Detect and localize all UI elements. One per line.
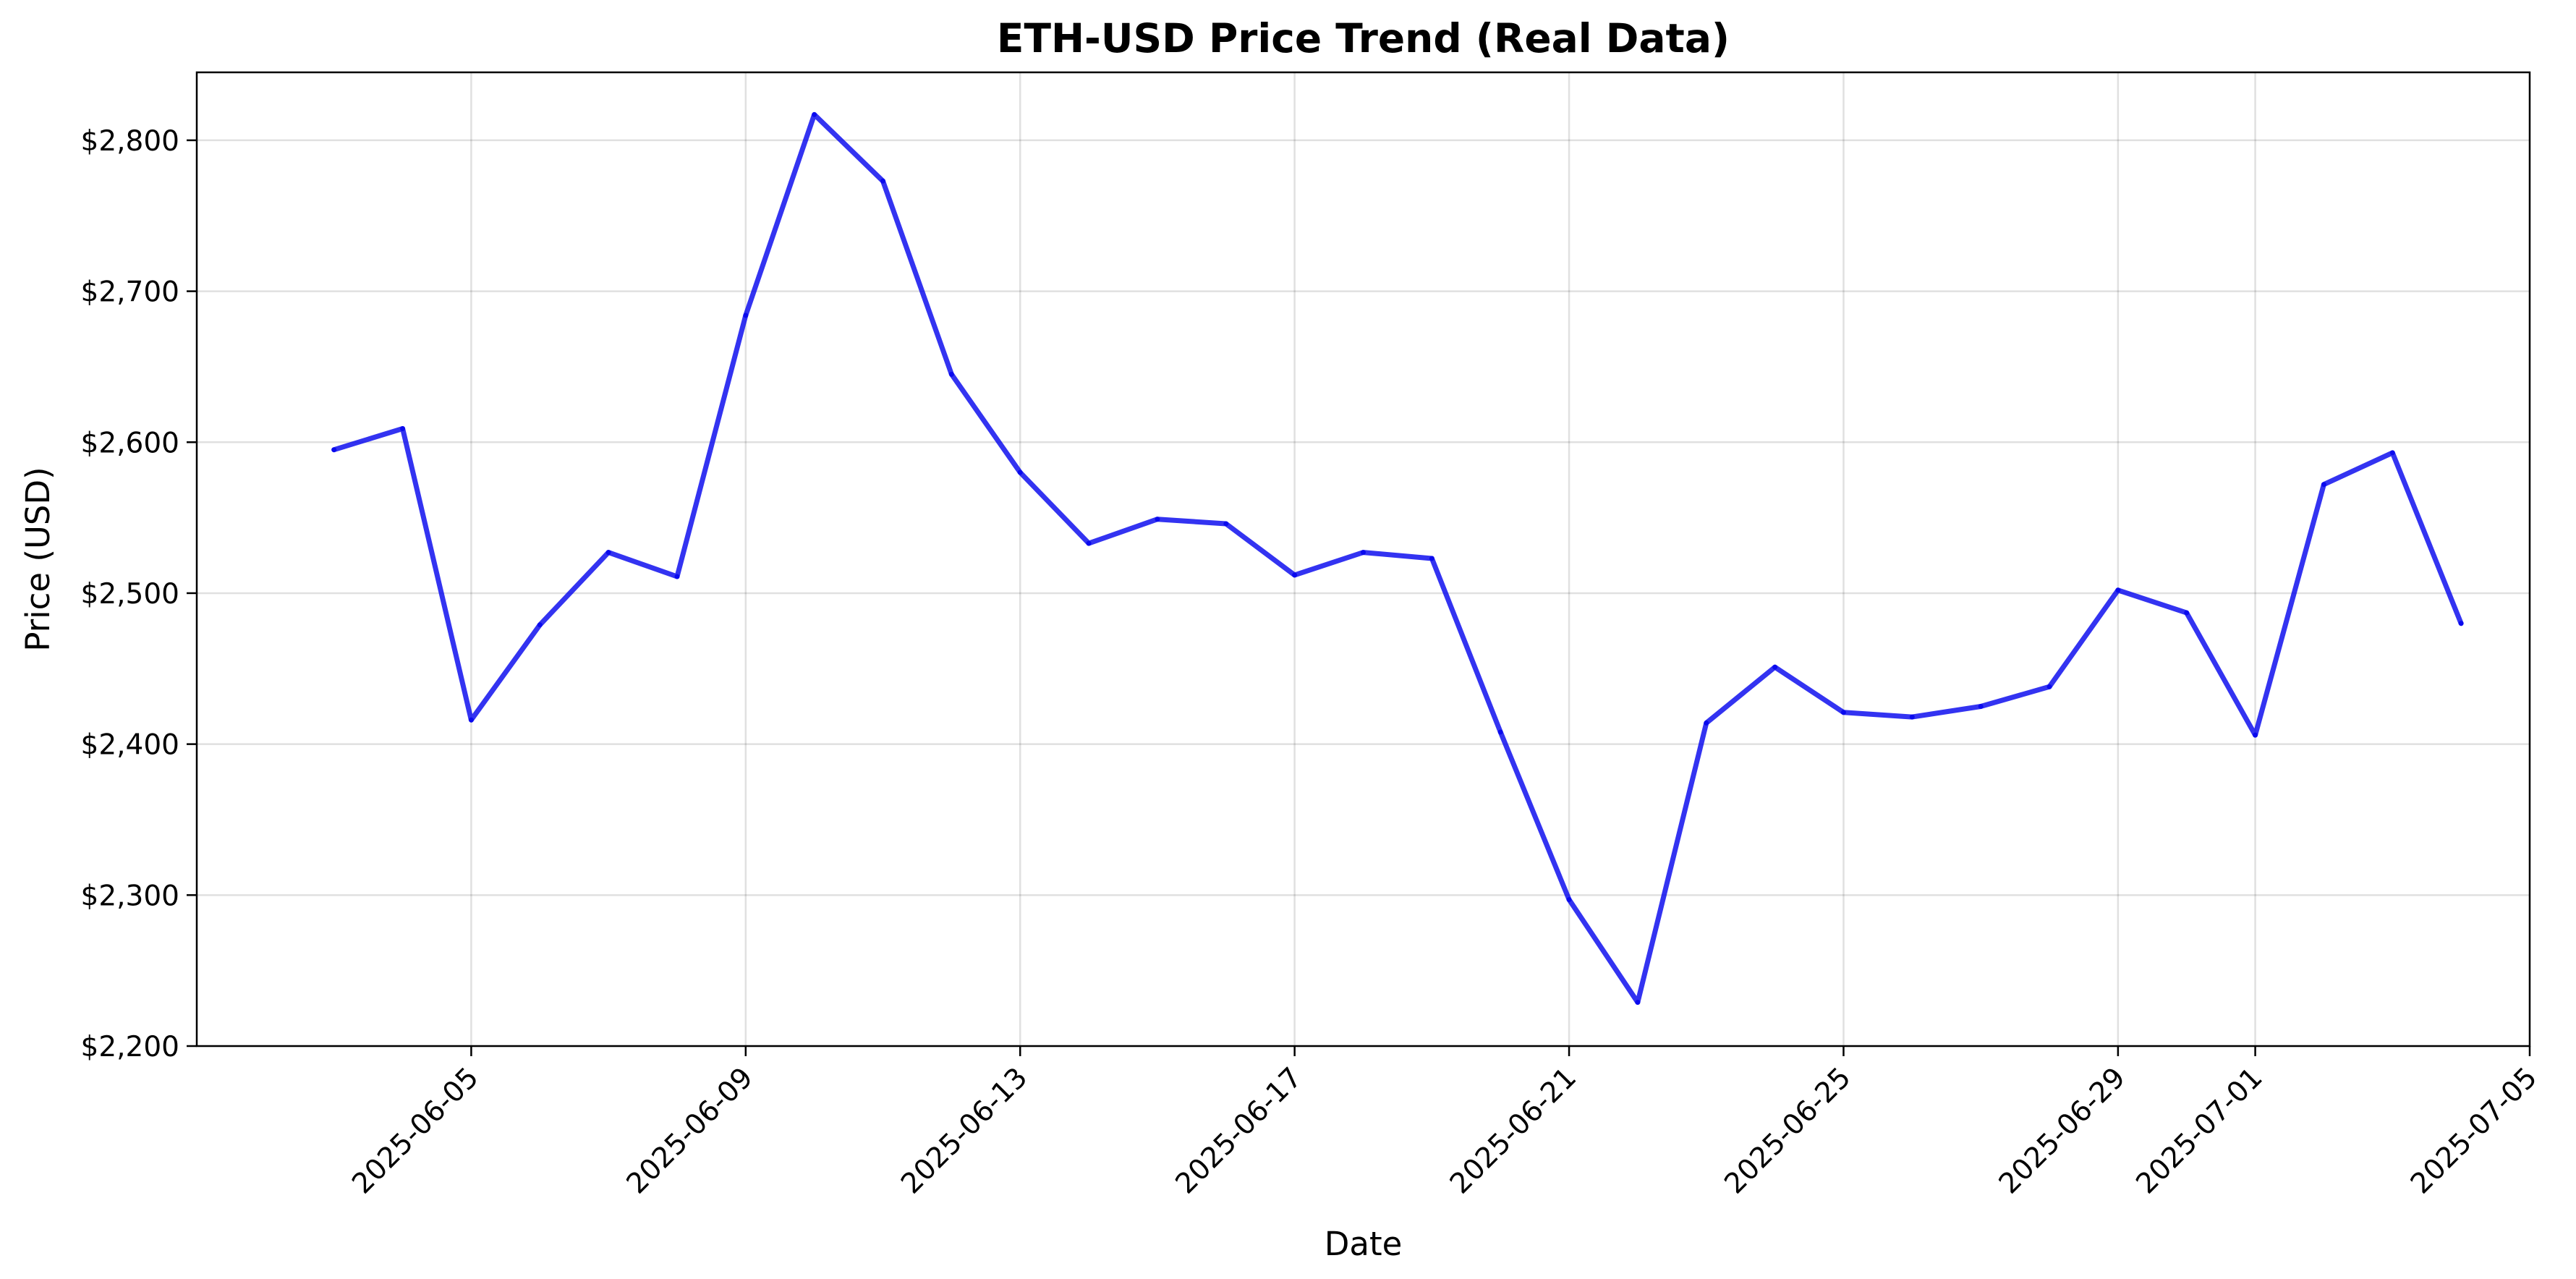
x-axis-label: Date [1325,1225,1403,1263]
y-tick-label: $2,500 [81,578,179,611]
chart-title: ETH-USD Price Trend (Real Data) [997,15,1730,61]
price-point [1772,664,1778,670]
price-line [331,111,2464,1005]
price-point [2321,482,2326,488]
price-point [1909,714,1915,720]
price-point [1978,703,1984,709]
price-point [1840,710,1846,715]
y-tick-label: $2,600 [81,427,179,459]
price-point [812,111,817,117]
price-point [1292,572,1298,578]
price-point [948,371,954,377]
plot-frame [195,71,2531,1048]
price-point [2115,587,2121,593]
y-axis: $2,200 $2,300 $2,400 $2,500 $2,600 $2,700 $2,8… [81,125,197,1063]
price-point [1155,517,1160,522]
price-point [1223,521,1229,527]
price-point [1429,556,1434,561]
price-point [400,425,406,431]
price-point [1635,999,1641,1005]
price-point [2184,610,2190,616]
y-tick-label: $2,800 [81,125,179,158]
series-layer [331,111,2464,1005]
y-tick-label: $2,300 [81,880,179,912]
price-point [2046,684,2052,689]
price-point [2458,621,2464,626]
price-point [1704,720,1709,726]
price-point [2389,450,2395,456]
price-point [1566,897,1572,903]
y-tick-label: $2,400 [81,729,179,762]
price-point [743,313,749,318]
price-point [2253,732,2258,738]
price-point [1086,540,1092,546]
price-point [674,574,680,579]
price-point [605,550,611,556]
price-point [1017,469,1023,475]
price-point [1497,729,1503,735]
price-point [537,622,543,628]
price-point [331,447,337,453]
y-axis-label: Price (USD) [19,467,57,651]
price-point [1361,550,1366,556]
grid-lines [197,72,2531,1048]
y-tick-label: $2,200 [81,1031,179,1063]
price-point [880,178,886,184]
y-tick-label: $2,700 [81,276,179,309]
price-point [468,717,474,723]
